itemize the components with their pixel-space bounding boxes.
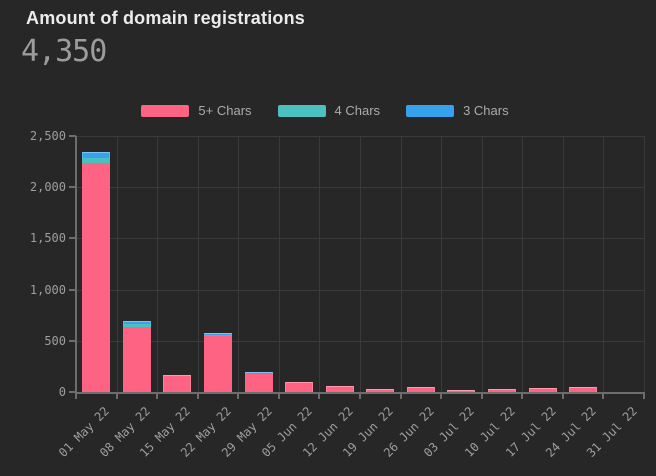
gridline-vertical xyxy=(400,136,402,392)
legend-label: 4 Chars xyxy=(334,103,381,118)
y-axis-tick xyxy=(69,135,76,137)
y-axis-tick xyxy=(69,339,76,342)
y-axis-tick xyxy=(69,237,76,240)
x-axis-tick xyxy=(75,392,77,399)
gridline-vertical xyxy=(116,136,118,392)
x-axis-tick xyxy=(237,392,240,399)
gridline-vertical xyxy=(360,136,361,392)
gridline-vertical xyxy=(441,136,443,392)
bar-segment-5-chars xyxy=(528,387,557,392)
x-axis-tick xyxy=(480,392,483,399)
gridline-vertical xyxy=(562,136,564,392)
bar-segment-5-chars xyxy=(569,386,598,392)
bar-stack[interactable] xyxy=(122,320,151,392)
bar-segment-3-chars xyxy=(82,151,111,158)
bar-stack[interactable] xyxy=(163,375,192,392)
y-axis-label: 2,500 xyxy=(29,129,66,143)
x-axis-tick xyxy=(359,392,361,399)
bar-segment-5-chars xyxy=(366,388,395,392)
x-axis-tick xyxy=(196,392,199,399)
bar-stack[interactable] xyxy=(528,387,557,392)
bar-segment-3-chars xyxy=(244,372,273,374)
y-axis-line xyxy=(75,136,77,394)
bar-stack[interactable] xyxy=(488,388,516,392)
y-axis-tick xyxy=(69,391,76,393)
legend-item-4-chars[interactable]: 4 Chars xyxy=(277,103,381,118)
x-axis-label: 31 Jul 22 xyxy=(583,404,640,460)
bar-stack[interactable] xyxy=(325,385,354,392)
bar-segment-4-chars xyxy=(82,157,111,164)
gridline-vertical xyxy=(197,136,199,392)
bar-segment-3-chars xyxy=(204,332,232,336)
y-axis-tick xyxy=(69,186,76,189)
x-axis-tick xyxy=(561,392,564,399)
gridline-vertical xyxy=(481,136,483,392)
bar-stack[interactable] xyxy=(285,382,314,392)
chart-legend: 5+ Chars 4 Chars 3 Chars xyxy=(0,103,650,118)
bar-stack[interactable] xyxy=(82,151,111,392)
bar-segment-5-chars xyxy=(406,387,435,392)
legend-label: 3 Chars xyxy=(463,103,509,118)
gridline-vertical xyxy=(522,136,524,392)
bar-stack[interactable] xyxy=(447,389,476,392)
total-registrations-value: 4,350 xyxy=(21,34,107,69)
bar-segment-5-chars xyxy=(447,389,476,392)
y-axis-label: 1,000 xyxy=(29,282,66,297)
x-axis-tick xyxy=(277,392,280,399)
gridline-vertical xyxy=(603,136,605,392)
gridline-vertical xyxy=(319,136,321,392)
bar-segment-5-chars xyxy=(122,326,151,392)
bar-segment-5-chars xyxy=(244,373,273,392)
bar-stack[interactable] xyxy=(406,387,435,392)
gridline-vertical xyxy=(644,136,645,392)
legend-swatch-icon xyxy=(277,104,326,117)
bar-stack[interactable] xyxy=(204,332,232,392)
x-axis-tick xyxy=(440,392,443,399)
legend-item-3-chars[interactable]: 3 Chars xyxy=(406,103,509,118)
x-axis-tick xyxy=(602,392,605,399)
bar-segment-5-chars xyxy=(488,388,516,392)
y-axis-label: 500 xyxy=(44,333,66,348)
y-axis-label: 0 xyxy=(58,385,66,399)
bar-stack[interactable] xyxy=(244,372,273,392)
bar-segment-5-chars xyxy=(204,336,232,392)
x-axis-tick xyxy=(115,392,118,399)
y-axis-label: 1,500 xyxy=(29,231,66,246)
legend-swatch-icon xyxy=(406,104,455,117)
chart-title: Amount of domain registrations xyxy=(26,8,306,28)
bar-segment-5-chars xyxy=(82,163,111,392)
x-axis-tick xyxy=(643,392,645,399)
x-axis-tick xyxy=(399,392,402,399)
gridline-vertical xyxy=(278,136,280,392)
x-axis-line xyxy=(75,392,645,394)
x-axis-tick xyxy=(156,392,159,399)
legend-swatch-icon xyxy=(141,104,190,117)
y-axis-label: 2,000 xyxy=(29,180,66,195)
y-axis-tick xyxy=(69,288,76,291)
gridline-vertical xyxy=(157,136,159,392)
bar-segment-5-chars xyxy=(325,385,354,392)
bar-segment-5-chars xyxy=(285,382,314,392)
bar-stack[interactable] xyxy=(569,386,598,392)
bar-stack[interactable] xyxy=(366,388,395,392)
legend-item-5-chars[interactable]: 5+ Chars xyxy=(141,103,252,118)
bar-segment-5-chars xyxy=(163,375,192,392)
x-axis-tick xyxy=(318,392,321,399)
bar-segment-4-chars xyxy=(204,335,232,337)
gridline-vertical xyxy=(238,136,240,392)
legend-label: 5+ Chars xyxy=(198,103,252,118)
bar-segment-4-chars xyxy=(122,323,151,327)
x-axis-tick xyxy=(521,392,524,399)
bar-segment-3-chars xyxy=(122,320,151,324)
